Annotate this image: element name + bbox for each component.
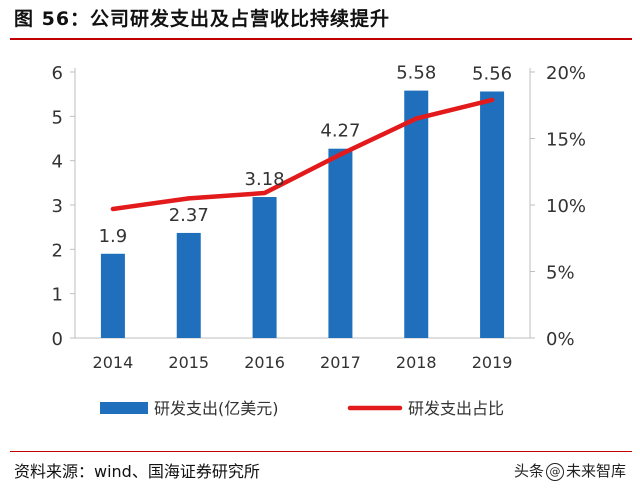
- bar-2017: [328, 148, 353, 338]
- watermark-prefix: 头条: [513, 462, 544, 480]
- data-label-2018: 5.58: [396, 63, 436, 84]
- x-tick-label: 2017: [320, 353, 361, 372]
- source-note: 资料来源：wind、国海证券研究所: [14, 462, 260, 481]
- y-right-tick-label: 20%: [546, 63, 586, 84]
- y-right-tick-label: 5%: [546, 263, 575, 284]
- title-divider: [10, 38, 632, 40]
- data-label-2017: 4.27: [320, 121, 360, 142]
- y-left-tick-label: 2: [52, 240, 63, 261]
- bar-2016: [252, 197, 277, 338]
- data-labels: 1.9 2.37 3.18 4.27 5.58 5.56: [99, 63, 513, 247]
- legend-bar-swatch: [100, 402, 148, 414]
- bar-2014: [100, 253, 125, 338]
- ratio-line: [110, 97, 495, 212]
- chart-axes: 0 1 2 3 4 5 6 0% 5% 10% 15% 20% 2014 2015 2016 2017 2018…: [52, 63, 586, 372]
- y-right-tick-label: 10%: [546, 196, 586, 217]
- y-left-tick-label: 6: [52, 63, 63, 84]
- bar-2015: [176, 232, 201, 338]
- legend-bar-label: 研发支出(亿美元): [154, 399, 279, 418]
- watermark-name: 未来智库: [565, 462, 626, 480]
- at-icon: @: [545, 463, 564, 481]
- footer-divider: [10, 451, 632, 452]
- data-label-2014: 1.9: [99, 226, 128, 247]
- y-left-tick-label: 4: [52, 152, 63, 173]
- data-label-2019: 5.56: [472, 64, 512, 85]
- y-left-tick-label: 5: [52, 107, 63, 128]
- x-tick-label: 2018: [396, 353, 437, 372]
- y-left-tick-label: 1: [52, 285, 63, 306]
- y-right-tick-label: 15%: [546, 130, 586, 151]
- watermark: 头条 @ 未来智库: [514, 460, 626, 481]
- chart-legend: 研发支出(亿美元) 研发支出占比: [100, 399, 504, 418]
- bar-series: [100, 90, 505, 338]
- legend-line-label: 研发支出占比: [408, 399, 504, 418]
- data-label-2015: 2.37: [169, 205, 209, 226]
- x-tick-label: 2019: [472, 353, 513, 372]
- chart-title: 图 56：公司研发支出及占营收比持续提升: [14, 8, 391, 30]
- x-tick-label: 2016: [244, 353, 285, 372]
- x-tick-label: 2014: [93, 353, 134, 372]
- data-label-2016: 3.18: [245, 169, 285, 190]
- bar-2018: [404, 90, 429, 338]
- y-right-tick-label: 0%: [546, 329, 575, 350]
- chart-area: 0 1 2 3 4 5 6 0% 5% 10% 15% 20% 2014 2015 2016 2017 2018…: [52, 63, 586, 418]
- x-tick-label: 2015: [168, 353, 209, 372]
- y-left-tick-label: 0: [52, 329, 63, 350]
- line-series: [110, 97, 495, 212]
- y-left-tick-label: 3: [52, 196, 63, 217]
- bar-2019: [480, 91, 505, 338]
